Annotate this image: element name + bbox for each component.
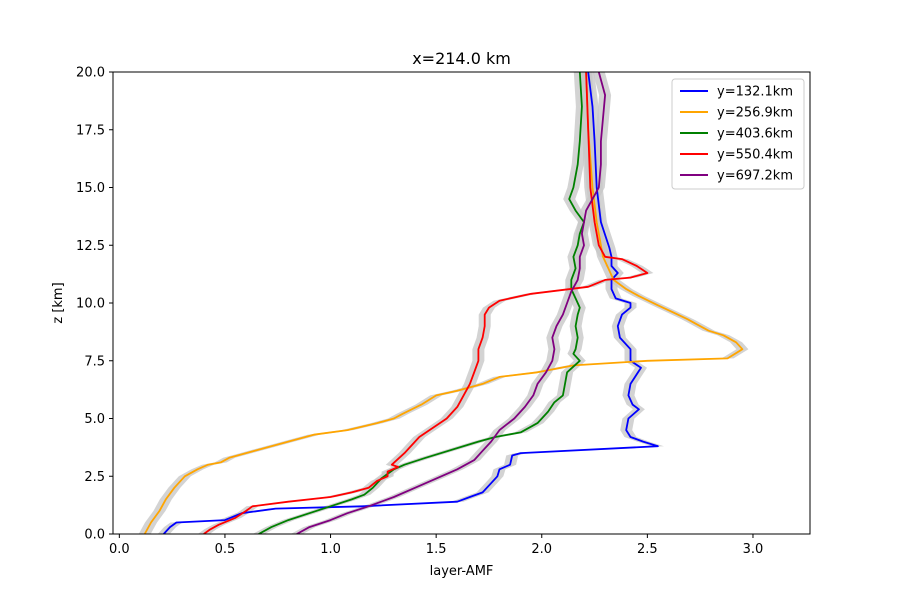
y-axis-label: z [km] (51, 282, 66, 323)
legend-label: y=403.6km (717, 127, 793, 142)
y-tick-label: 17.5 (76, 123, 105, 138)
series-line-2 (143, 72, 744, 534)
x-tick-label: 1.5 (426, 542, 447, 557)
legend-label: y=550.4km (717, 148, 793, 163)
x-axis-label: layer-AMF (430, 564, 494, 579)
legend-box (671, 78, 805, 190)
y-tick-label: 15.0 (76, 181, 105, 196)
legend-label: y=256.9km (717, 106, 793, 121)
x-tick-label: 2.5 (637, 542, 658, 557)
x-tick-label: 1.0 (320, 542, 341, 557)
x-tick-label: 0.0 (109, 542, 130, 557)
series-line-5 (296, 72, 606, 534)
y-tick-label: 0.0 (84, 528, 105, 543)
x-tick-label: 0.5 (215, 542, 236, 557)
series-line-4 (203, 72, 649, 534)
y-tick-label: 2.5 (84, 470, 105, 485)
chart-title: x=214.0 km (412, 49, 511, 68)
y-tick-label: 12.5 (76, 239, 105, 254)
y-tick-label: 5.0 (84, 412, 105, 427)
series-line-1 (163, 72, 659, 534)
series-lines (143, 72, 744, 534)
y-tick-label: 10.0 (76, 297, 105, 312)
x-tick-label: 2.0 (531, 542, 552, 557)
y-tick-label: 20.0 (76, 66, 105, 81)
y-tick-label: 7.5 (84, 354, 105, 369)
x-tick-label: 3.0 (743, 542, 764, 557)
legend-label: y=132.1km (717, 85, 793, 100)
x-axis-ticks: 0.0 0.5 1.0 1.5 2.0 2.5 3.0 (109, 534, 763, 557)
legend-label: y=697.2km (717, 169, 793, 184)
y-axis-ticks: 0.0 2.5 5.0 7.5 10.0 12.5 15.0 17.5 20.0 (76, 66, 113, 543)
legend: y=132.1km y=256.9km y=403.6km y=550.4km y=69… (671, 78, 805, 190)
